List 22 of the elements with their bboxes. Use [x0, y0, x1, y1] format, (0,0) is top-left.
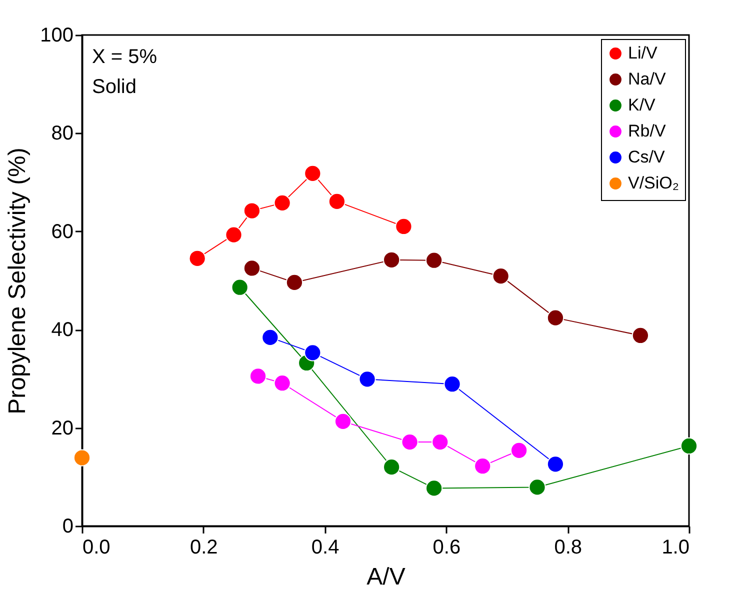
x-tick-label: 0.2 [190, 536, 218, 558]
y-axis-title: Propylene Selectivity (%) [4, 148, 32, 414]
x-tick-label: 0.4 [311, 536, 340, 558]
legend-label: Rb/V [628, 122, 666, 140]
legend-label: Li/V [628, 44, 658, 62]
legend-label: V/SiO₂ [628, 174, 679, 192]
y-tick-label: 100 [40, 24, 74, 46]
y-tick-label: 20 [51, 417, 74, 440]
y-tick-label: 0 [62, 516, 74, 538]
x-tick-label: 1.0 [662, 536, 690, 558]
annotation: Solid [92, 76, 136, 98]
y-tick-label: 60 [51, 220, 74, 243]
y-tick-label: 40 [51, 319, 74, 342]
y-tick-label: 80 [51, 122, 74, 145]
annotation: X = 5% [92, 46, 158, 68]
legend-label: K/V [628, 96, 656, 114]
legend-label: Cs/V [628, 148, 666, 166]
legend-label: Na/V [628, 70, 666, 88]
x-axis-title: A/V [366, 564, 406, 590]
x-tick-label: 0.8 [554, 536, 582, 558]
x-tick-label: 0.0 [82, 536, 110, 558]
x-tick-label: 0.6 [432, 536, 461, 558]
